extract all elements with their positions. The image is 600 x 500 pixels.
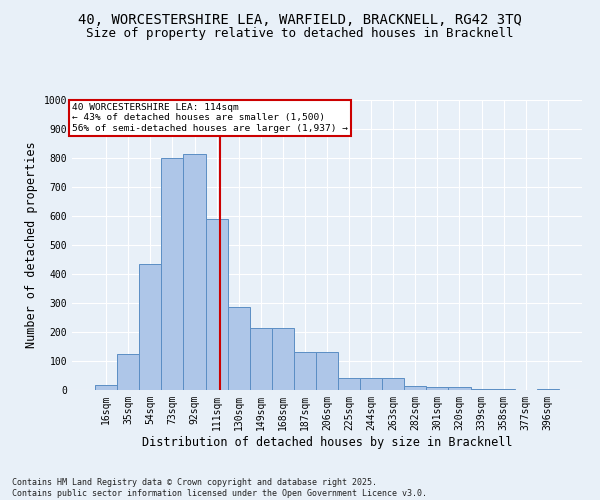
Text: 40 WORCESTERSHIRE LEA: 114sqm
← 43% of detached houses are smaller (1,500)
56% o: 40 WORCESTERSHIRE LEA: 114sqm ← 43% of d…: [72, 103, 348, 132]
Bar: [161, 158, 184, 390]
Bar: [382, 378, 404, 390]
Bar: [250, 328, 272, 390]
Bar: [537, 389, 559, 390]
Bar: [360, 378, 382, 390]
Bar: [404, 386, 427, 390]
Bar: [117, 354, 139, 390]
Bar: [448, 387, 470, 390]
Bar: [470, 389, 493, 390]
Bar: [493, 389, 515, 390]
Bar: [206, 219, 227, 390]
Y-axis label: Number of detached properties: Number of detached properties: [25, 142, 38, 348]
Text: Contains HM Land Registry data © Crown copyright and database right 2025.
Contai: Contains HM Land Registry data © Crown c…: [12, 478, 427, 498]
Text: Size of property relative to detached houses in Bracknell: Size of property relative to detached ho…: [86, 28, 514, 40]
Bar: [338, 378, 360, 390]
Bar: [294, 352, 316, 390]
Bar: [227, 308, 250, 390]
X-axis label: Distribution of detached houses by size in Bracknell: Distribution of detached houses by size …: [142, 436, 512, 448]
Text: 40, WORCESTERSHIRE LEA, WARFIELD, BRACKNELL, RG42 3TQ: 40, WORCESTERSHIRE LEA, WARFIELD, BRACKN…: [78, 12, 522, 26]
Bar: [139, 264, 161, 390]
Bar: [184, 154, 206, 390]
Bar: [316, 352, 338, 390]
Bar: [95, 385, 117, 390]
Bar: [272, 328, 294, 390]
Bar: [427, 387, 448, 390]
